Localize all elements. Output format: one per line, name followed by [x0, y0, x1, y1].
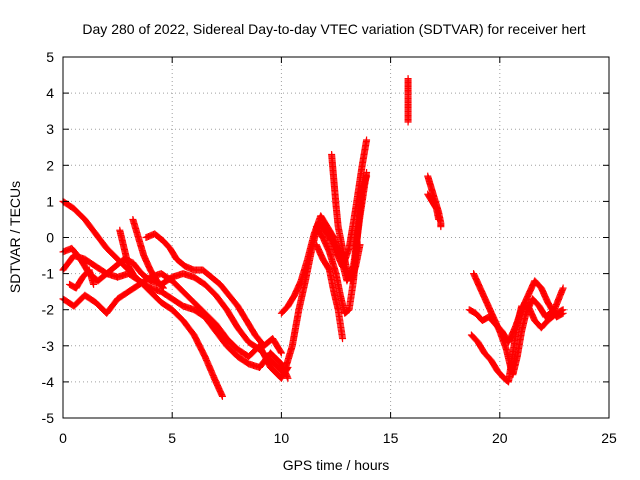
data-point: [339, 335, 347, 343]
y-tick-label: 5: [46, 49, 54, 65]
x-tick-label: 15: [383, 430, 399, 446]
x-tick-label: 5: [168, 430, 176, 446]
y-tick-label: -2: [42, 302, 55, 318]
data-point: [276, 366, 284, 374]
data-point: [128, 269, 136, 277]
data-point: [559, 306, 567, 314]
y-tick-label: -3: [42, 338, 55, 354]
x-tick-label: 10: [274, 430, 290, 446]
data-points: [59, 75, 567, 400]
data-point: [284, 374, 292, 382]
data-point: [363, 172, 371, 180]
data-point: [437, 223, 445, 231]
y-tick-label: 2: [46, 157, 54, 173]
y-tick-label: 0: [46, 230, 54, 246]
data-point: [129, 270, 137, 278]
y-axis-title: SDTVAR / TECUs: [7, 181, 23, 293]
y-tick-label: 3: [46, 121, 54, 137]
y-tick-label: -1: [42, 266, 55, 282]
y-tick-label: -4: [42, 374, 55, 390]
data-point: [404, 118, 412, 126]
data-point: [159, 283, 167, 291]
data-point: [90, 280, 98, 288]
x-tick-label: 20: [492, 430, 508, 446]
data-point: [356, 241, 364, 249]
axis-ticks: 0 5 10 15 20 25 -5 -4 -3 -2 -1 0 1 2 3 4 5: [42, 49, 617, 446]
data-point: [218, 392, 226, 400]
data-point: [363, 136, 371, 144]
x-tick-label: 0: [59, 430, 67, 446]
y-tick-label: -5: [42, 410, 55, 426]
chart-title: Day 280 of 2022, Sidereal Day-to-day VTE…: [82, 21, 585, 37]
data-point: [277, 349, 285, 357]
y-tick-label: 4: [46, 85, 54, 101]
data-point: [159, 284, 167, 292]
data-point: [435, 215, 443, 223]
data-point: [558, 306, 566, 314]
data-point: [559, 284, 567, 292]
x-axis-title: GPS time / hours: [283, 457, 390, 473]
y-tick-label: 1: [46, 193, 54, 209]
data-point: [277, 348, 285, 356]
data-point: [277, 367, 285, 375]
x-tick-label: 25: [601, 430, 617, 446]
